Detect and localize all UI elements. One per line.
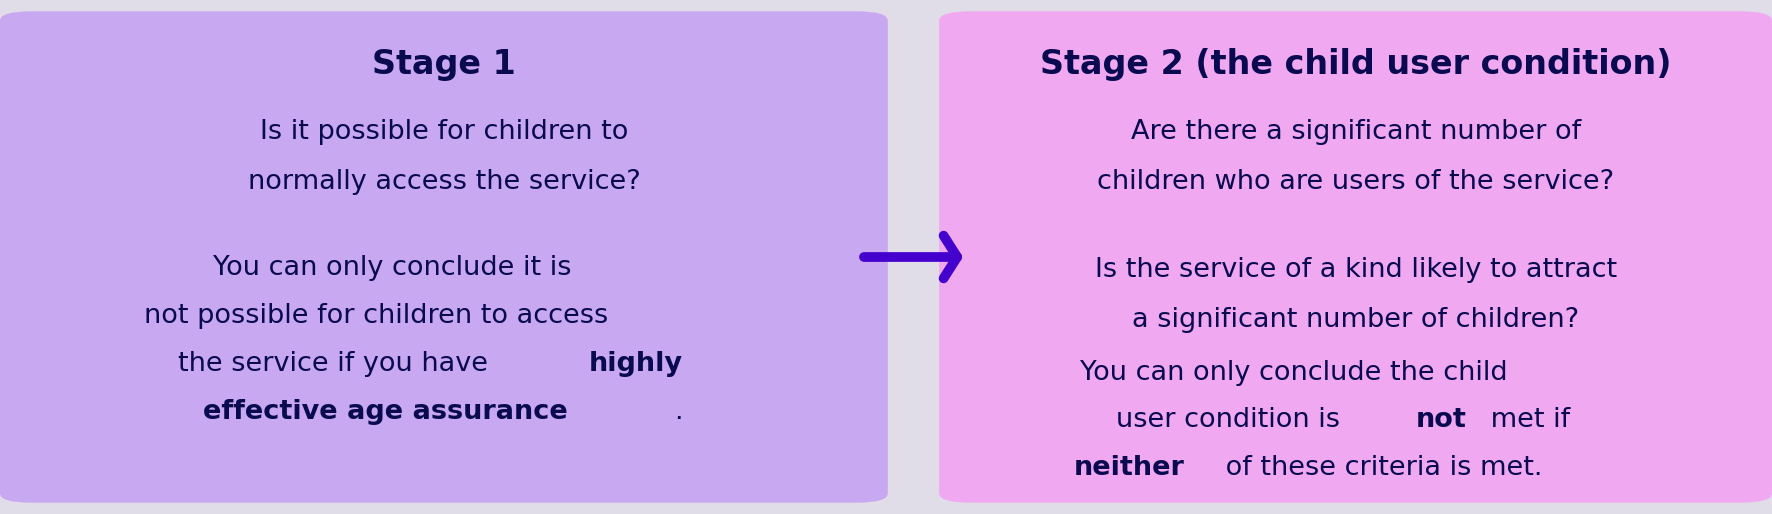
Text: a significant number of children?: a significant number of children? xyxy=(1132,307,1579,333)
Text: You can only conclude the child: You can only conclude the child xyxy=(1079,360,1508,386)
FancyBboxPatch shape xyxy=(939,11,1772,503)
Text: You can only conclude it is: You can only conclude it is xyxy=(213,255,571,281)
Text: effective age assurance: effective age assurance xyxy=(204,399,567,425)
Text: children who are users of the service?: children who are users of the service? xyxy=(1097,169,1614,195)
Text: of these criteria is met.: of these criteria is met. xyxy=(1217,455,1543,481)
Text: highly: highly xyxy=(588,351,682,377)
Text: neither: neither xyxy=(1074,455,1185,481)
Text: normally access the service?: normally access the service? xyxy=(248,169,640,195)
Text: Is the service of a kind likely to attract: Is the service of a kind likely to attra… xyxy=(1095,257,1616,283)
Text: not: not xyxy=(1416,408,1467,433)
Text: Stage 2 (the child user condition): Stage 2 (the child user condition) xyxy=(1040,48,1671,81)
Text: met if: met if xyxy=(1481,408,1570,433)
Text: not possible for children to access: not possible for children to access xyxy=(144,303,608,329)
Text: the service if you have: the service if you have xyxy=(177,351,496,377)
Text: Is it possible for children to: Is it possible for children to xyxy=(260,119,627,144)
FancyBboxPatch shape xyxy=(0,11,888,503)
Text: user condition is: user condition is xyxy=(1116,408,1348,433)
Text: Stage 1: Stage 1 xyxy=(372,48,516,81)
Text: .: . xyxy=(673,399,682,425)
Text: Are there a significant number of: Are there a significant number of xyxy=(1131,119,1581,144)
